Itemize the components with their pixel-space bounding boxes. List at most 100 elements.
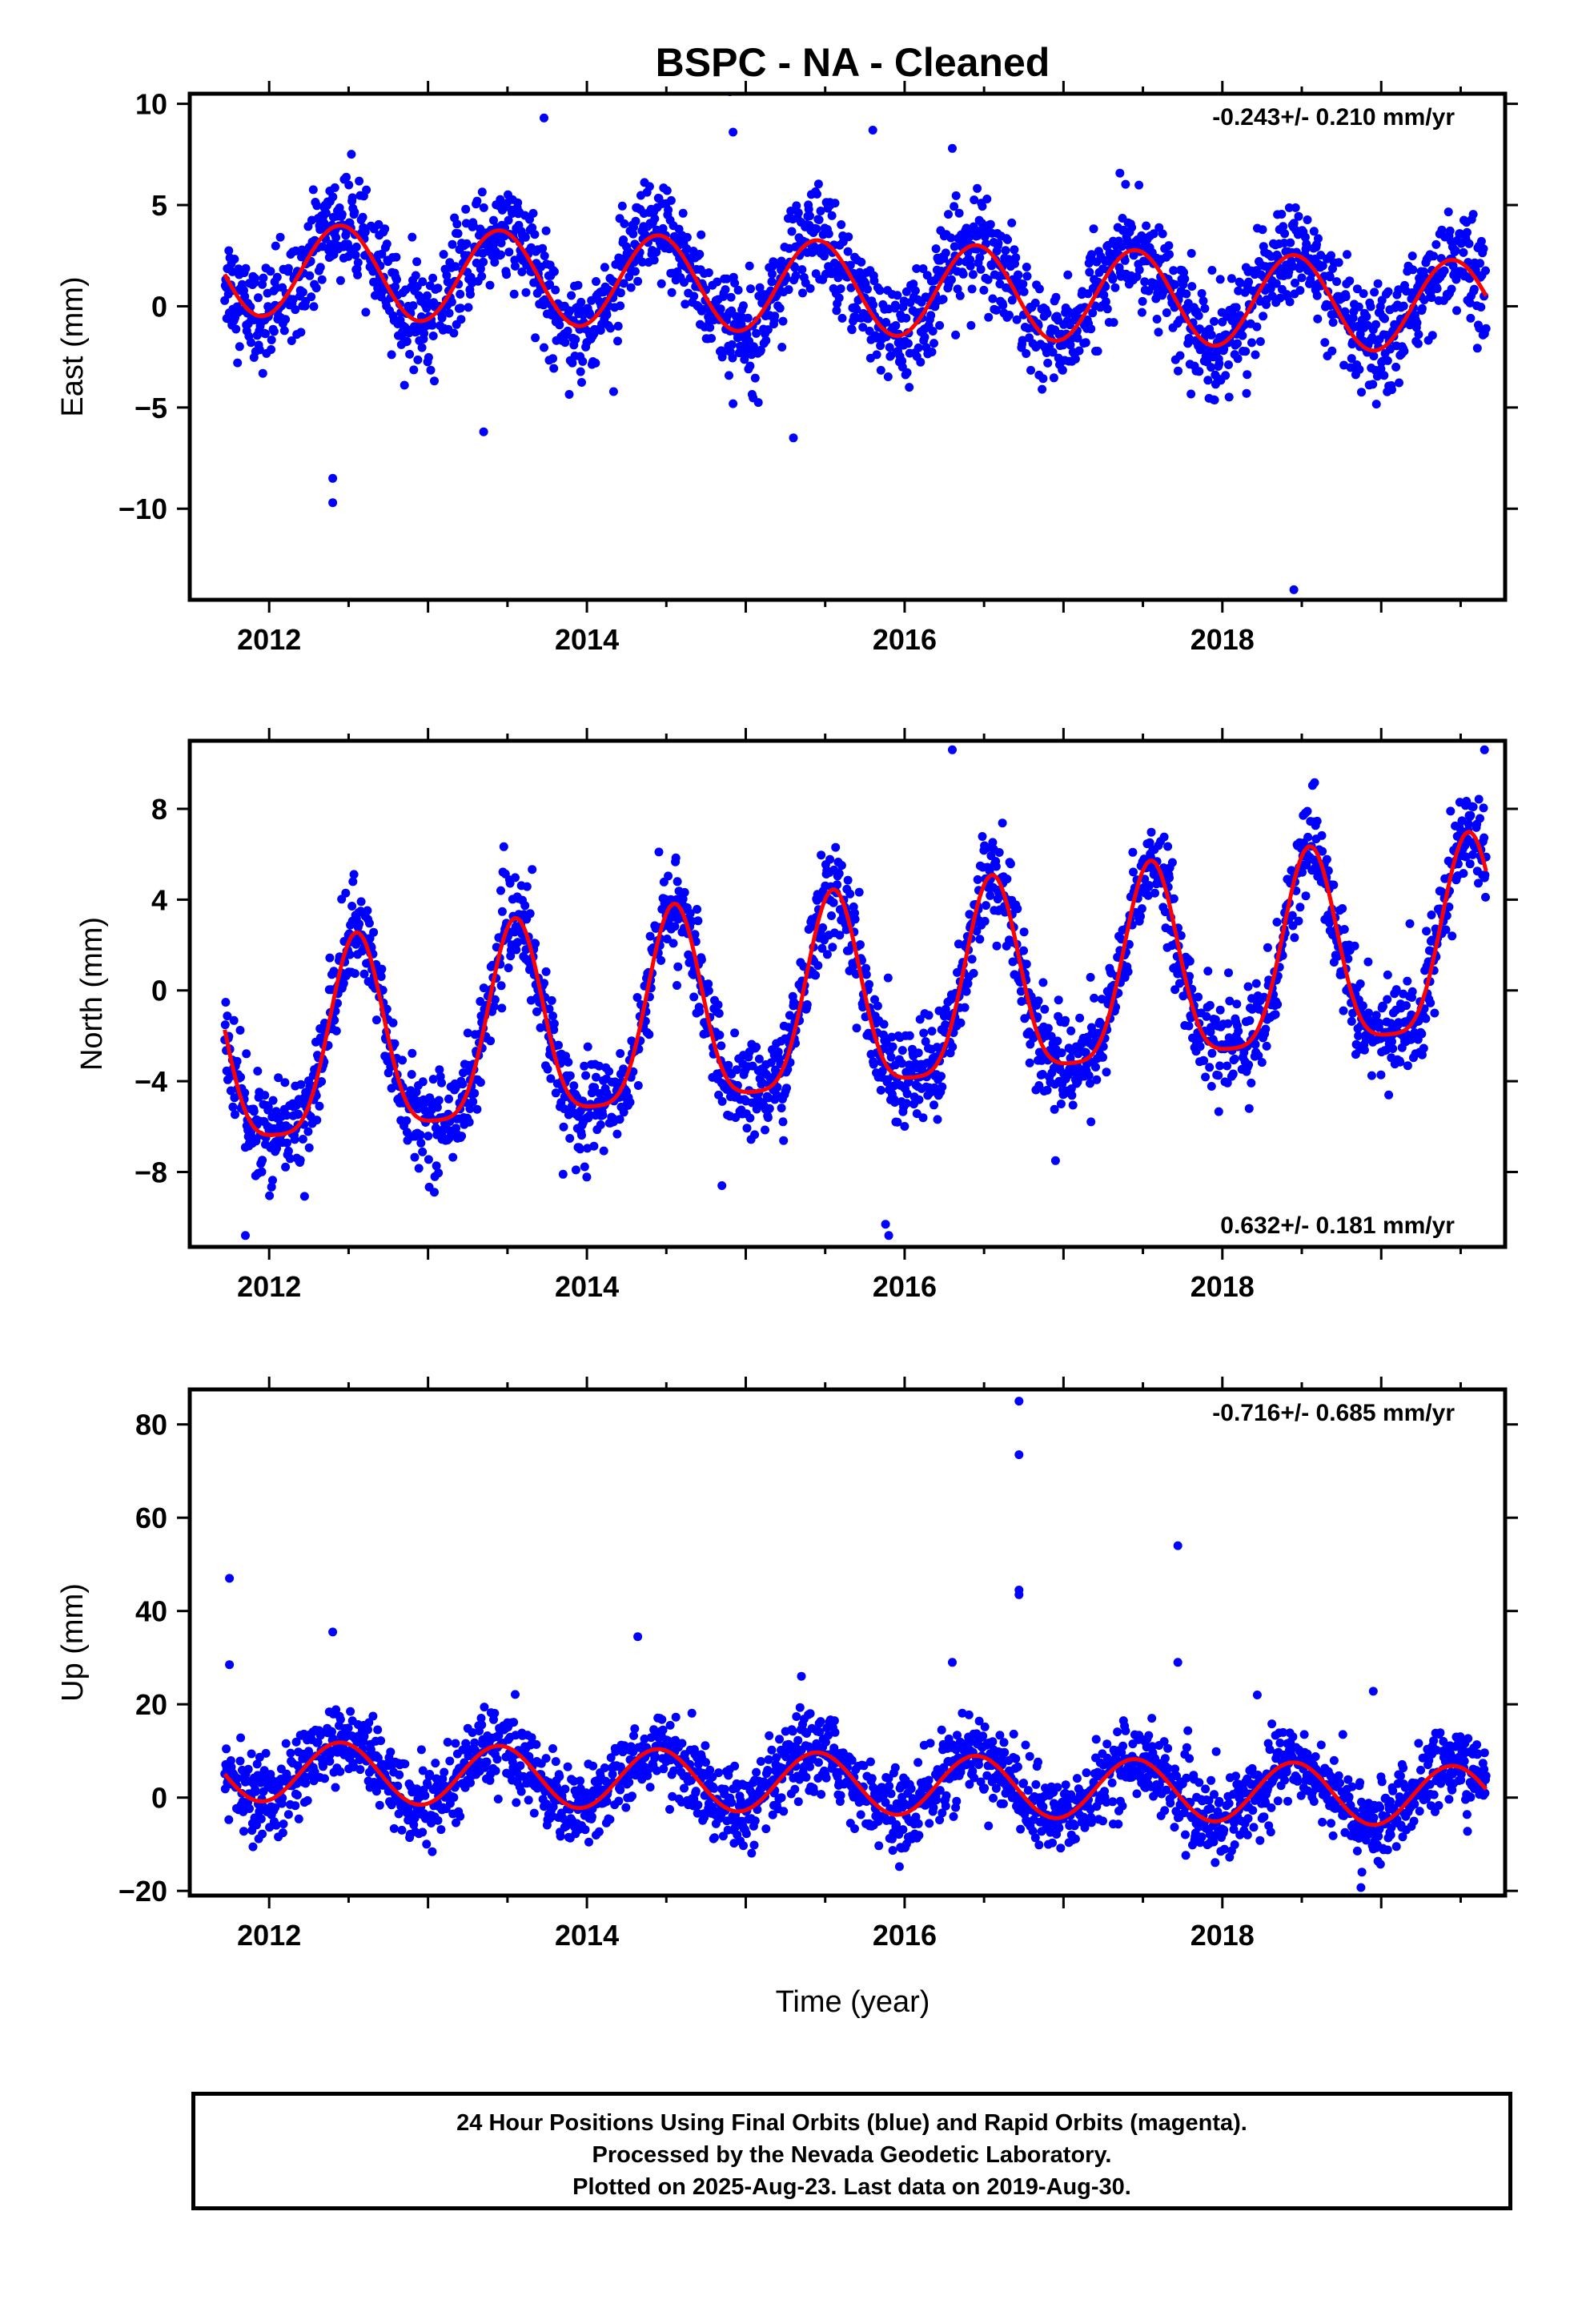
north-point xyxy=(856,940,865,950)
east-point xyxy=(624,272,634,281)
north-point xyxy=(408,1048,417,1058)
up-point xyxy=(492,1755,502,1764)
east-point xyxy=(1476,259,1484,268)
north-point xyxy=(267,1182,276,1192)
east-point xyxy=(1395,378,1403,388)
east-point xyxy=(350,207,359,217)
east-point xyxy=(281,315,291,324)
north-point xyxy=(1388,1044,1398,1053)
east-point xyxy=(716,304,725,314)
north-point xyxy=(349,870,359,879)
north-point xyxy=(476,997,485,1006)
north-point xyxy=(1244,1104,1254,1113)
east-point xyxy=(1207,266,1217,275)
north-point xyxy=(1006,859,1015,869)
north-point xyxy=(231,1110,239,1120)
east-point xyxy=(576,297,586,307)
north-point xyxy=(1303,806,1312,816)
east-y-tick-label: 5 xyxy=(151,189,167,222)
east-point xyxy=(689,292,699,301)
up-point xyxy=(477,1720,487,1730)
east-point xyxy=(913,343,923,352)
east-point xyxy=(424,352,433,362)
north-point xyxy=(522,882,532,891)
east-point xyxy=(1383,287,1393,296)
north-point xyxy=(1084,1071,1094,1080)
north-point xyxy=(645,931,655,941)
east-point xyxy=(1359,289,1368,299)
east-point xyxy=(1452,306,1461,316)
north-point xyxy=(604,1067,614,1076)
east-point xyxy=(1258,225,1267,235)
up-point xyxy=(438,1774,448,1783)
up-point xyxy=(247,1749,256,1759)
north-point xyxy=(893,1117,902,1127)
north-point xyxy=(854,887,864,897)
north-x-tick-label: 2016 xyxy=(873,1270,937,1303)
up-point xyxy=(250,1813,259,1823)
east-point xyxy=(309,302,319,312)
north-point xyxy=(1245,1015,1255,1025)
north-point xyxy=(831,842,841,852)
north-point xyxy=(359,969,369,979)
north-frame xyxy=(187,738,1508,1249)
north-point xyxy=(827,911,836,920)
north-point xyxy=(937,1072,946,1081)
north-point xyxy=(1317,830,1327,840)
east-point xyxy=(902,368,912,377)
north-point xyxy=(583,1042,592,1051)
east-point xyxy=(852,304,861,314)
east-point xyxy=(832,306,841,316)
east-point xyxy=(1085,267,1094,277)
up-point xyxy=(368,1711,378,1721)
north-point xyxy=(265,1191,275,1200)
east-point xyxy=(1267,292,1277,301)
east-y-tick-label: −5 xyxy=(135,392,167,424)
north-point xyxy=(715,1031,725,1039)
up-point xyxy=(482,1757,492,1767)
north-point xyxy=(470,1088,480,1098)
east-point xyxy=(1259,312,1268,321)
east-point xyxy=(351,242,361,251)
east-point xyxy=(1309,227,1319,236)
up-point xyxy=(476,1714,486,1723)
north-point xyxy=(1034,1081,1044,1090)
up-point xyxy=(294,1814,303,1823)
east-point xyxy=(1427,331,1437,340)
east-point xyxy=(746,284,755,294)
east-point xyxy=(241,263,251,273)
north-point xyxy=(1375,1019,1384,1028)
east-point xyxy=(1459,247,1468,257)
east-point xyxy=(387,350,396,360)
north-point xyxy=(1479,803,1488,813)
east-point xyxy=(224,246,234,255)
up-point xyxy=(433,1815,443,1825)
east-point xyxy=(1408,265,1418,275)
east-point xyxy=(1199,296,1208,306)
east-point xyxy=(342,172,351,182)
east-point xyxy=(447,297,456,307)
east-point xyxy=(830,199,840,208)
east-point xyxy=(1058,365,1067,375)
north-point xyxy=(1364,1008,1373,1018)
up-point xyxy=(343,1723,353,1733)
north-point xyxy=(268,1176,277,1185)
east-point xyxy=(967,284,977,294)
east-point xyxy=(1001,246,1010,255)
north-point xyxy=(673,962,683,971)
north-point xyxy=(1066,1026,1076,1035)
north-point xyxy=(1441,925,1451,935)
east-point xyxy=(658,223,668,233)
north-point xyxy=(1223,1061,1232,1071)
north-point xyxy=(457,1132,467,1141)
north-point xyxy=(541,967,551,976)
up-point xyxy=(252,1820,261,1830)
up-point xyxy=(331,1783,340,1792)
north-point xyxy=(339,979,348,988)
east-point xyxy=(1010,245,1019,255)
east-point xyxy=(496,239,506,247)
east-point xyxy=(485,280,495,290)
east-point xyxy=(649,255,659,265)
east-point xyxy=(1255,337,1265,346)
